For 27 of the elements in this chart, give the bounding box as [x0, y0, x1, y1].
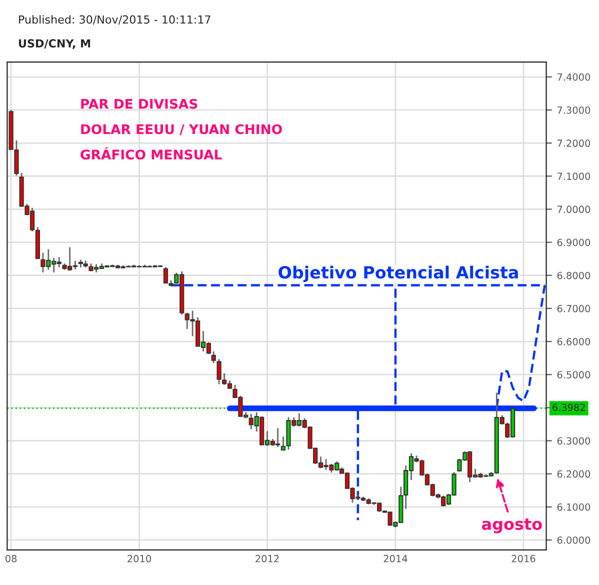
annotation: agosto [482, 518, 542, 534]
y-tick-label: 7.3000 [558, 106, 590, 114]
y-tick-label: 7.4000 [558, 73, 590, 81]
annotation: PAR DE DIVISAS [81, 98, 198, 109]
y-tick-label: 6.1000 [557, 503, 590, 511]
y-tick-label: 7.2000 [558, 140, 590, 147]
annotation: DOLAR EEUU / YUAN CHINO [81, 124, 282, 136]
y-tick-label: 6.9000 [557, 238, 590, 246]
x-tick-label: 2012 [256, 554, 279, 562]
x-tick-label: 2010 [128, 554, 151, 562]
x-tick-label: 2016 [512, 554, 536, 562]
y-tick-label: 6.3000 [557, 437, 590, 445]
x-tick-label: 2014 [384, 554, 408, 562]
y-tick-label: 7.1000 [558, 172, 590, 180]
annotation: GRÁFICO MENSUAL [80, 147, 222, 160]
y-tick-label: 6.7000 [557, 304, 590, 312]
y-tick-label: 6.8000 [557, 272, 590, 280]
y-tick-label: 6.0000 [557, 536, 590, 544]
text: Published: 30/Nov/2015 - 10:11:17 [19, 15, 210, 25]
y-tick-label: 7.0000 [558, 206, 590, 214]
chart-title: USD/CNY, M [18, 39, 90, 49]
x-tick-label: 08 [6, 554, 17, 562]
annotation: Objetivo Potencial Alcista [278, 266, 518, 282]
y-tick-label: 6.6000 [557, 338, 590, 346]
ref-line-label: 6.3982 [552, 404, 585, 412]
y-tick-label: 6.5000 [557, 371, 590, 378]
y-tick-label: 6.2000 [557, 470, 590, 478]
